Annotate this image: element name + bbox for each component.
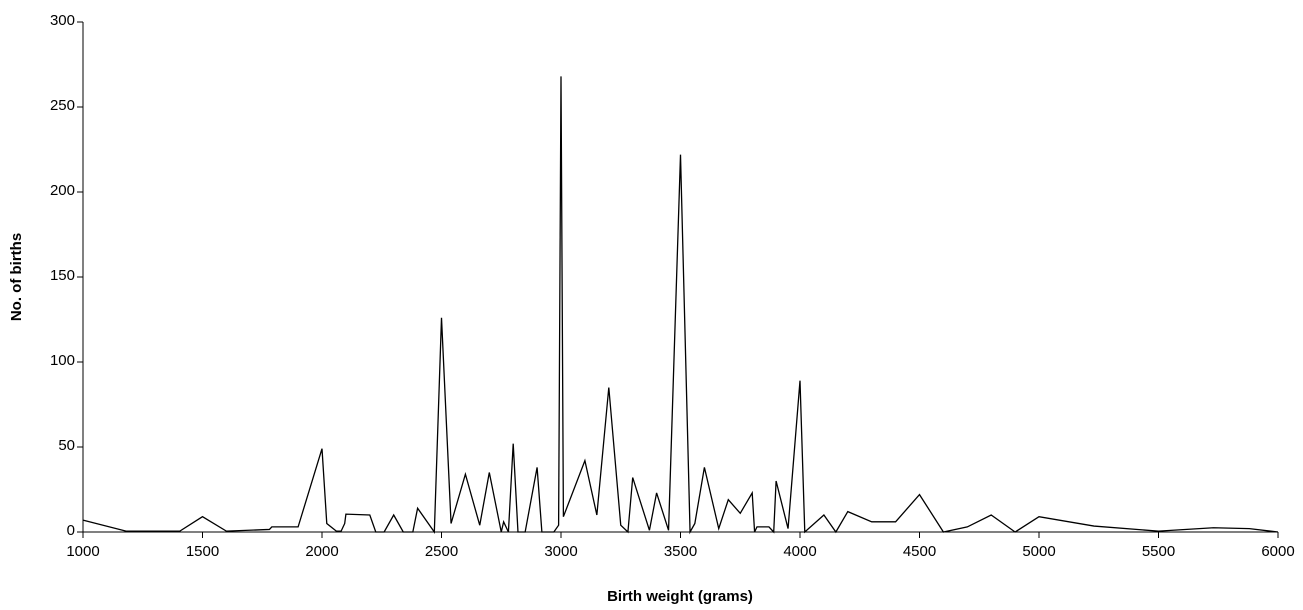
y-tick-label: 200 (50, 182, 75, 199)
x-tick-label: 6000 (1261, 543, 1294, 560)
x-tick-label: 2500 (425, 543, 458, 560)
line (82, 76, 1279, 535)
x-tick-label: 3000 (544, 543, 577, 560)
x-axis-title: Birth weight (grams) (607, 588, 753, 605)
x-tick-label: 5000 (1022, 543, 1055, 560)
y-tick-label: 0 (67, 522, 75, 539)
x-tick-label: 4000 (783, 543, 816, 560)
y-tick-label: 300 (50, 12, 75, 29)
y-tick-label: 100 (50, 352, 75, 369)
x-tick-label: 3500 (664, 543, 697, 560)
y-tick-label: 250 (50, 97, 75, 114)
y-axis-title: No. of births (8, 233, 25, 321)
x-tick-label: 5500 (1142, 543, 1175, 560)
x-tick-label: 1500 (186, 543, 219, 560)
x-tick-label: 1000 (66, 543, 99, 560)
x-tick-label: 4500 (903, 543, 936, 560)
y-tick-label: 150 (50, 267, 75, 284)
x-tick-label: 2000 (305, 543, 338, 560)
y-tick-label: 50 (58, 437, 75, 454)
